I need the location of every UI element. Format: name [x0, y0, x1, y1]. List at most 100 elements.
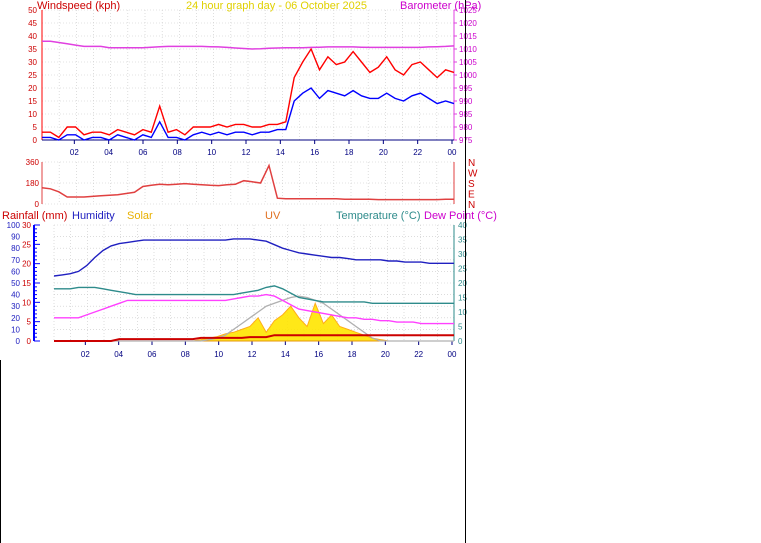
temperature-tick-label: 20	[458, 279, 467, 288]
legend-rainfall: Rainfall (mm)	[2, 210, 67, 222]
temperature-tick-label: 25	[458, 265, 467, 274]
humidity-tick-label: 10	[11, 325, 20, 334]
temperature-tick-label: 10	[458, 308, 467, 317]
pressure-tick-label: 1015	[459, 32, 477, 41]
wind-axis-label: Windspeed (kph)	[37, 0, 120, 12]
wind-tick-label: 20	[28, 84, 37, 93]
pressure-tick-label: 1010	[459, 45, 477, 54]
temperature-tick-label: 35	[458, 236, 467, 245]
compass-label: S	[468, 179, 475, 190]
x-tick-label: 22	[414, 350, 423, 359]
wind-tick-label: 45	[28, 19, 37, 28]
compass-label: N	[468, 158, 475, 169]
humidity-tick-label: 40	[11, 291, 20, 300]
humidity-axis: 0 10 20 30 40 50 60 70 80 90 100	[7, 221, 21, 346]
direction-line	[41, 163, 454, 201]
rain-tick-label: 5	[27, 318, 32, 327]
temperature-tick-label: 30	[458, 250, 467, 259]
pressure-tick-label: 1020	[459, 19, 477, 28]
wind-tick-label: 30	[28, 58, 37, 67]
pressure-line	[42, 40, 455, 50]
direction-left-axis: 0 180 360	[26, 158, 43, 209]
pressure-tick-label: 1000	[459, 71, 477, 80]
humidity-tick-label: 80	[11, 244, 20, 253]
dewpoint-line	[54, 293, 454, 325]
direction-grid	[41, 161, 455, 205]
gust-line	[42, 47, 455, 139]
pressure-axis-label: Barometer (hPa)	[400, 0, 481, 12]
x-tick-label: 00	[448, 148, 457, 157]
x-tick-label: 08	[181, 350, 190, 359]
x-tick-label: 04	[104, 148, 113, 157]
humidity-line	[53, 238, 454, 277]
compass-label: E	[468, 190, 475, 201]
direction-series	[41, 163, 454, 201]
x-tick-label: 12	[248, 350, 257, 359]
x-tick-label: 14	[276, 148, 285, 157]
wind-tick-label: 25	[28, 71, 37, 80]
temperature-x-axis: 02 04 06 08 10 12 14 16 18 20 22 00	[54, 340, 457, 359]
x-tick-label: 16	[314, 350, 323, 359]
x-tick-label: 18	[348, 350, 357, 359]
x-tick-label: 10	[207, 148, 216, 157]
compass-label: N	[468, 200, 475, 211]
legend-temperature: Temperature (°C)	[336, 210, 420, 222]
humidity-tick-label: 20	[11, 314, 20, 323]
rain-tick-label: 30	[22, 221, 31, 230]
humidity-tick-label: 90	[11, 233, 20, 242]
compass-label: W	[468, 169, 478, 180]
humidity-tick-label: 50	[11, 279, 20, 288]
wind-tick-label: 50	[28, 6, 37, 15]
legend-solar: Solar	[127, 210, 153, 222]
humidity-tick-label: 70	[11, 256, 20, 265]
x-tick-label: 12	[242, 148, 251, 157]
x-tick-label: 00	[448, 350, 457, 359]
humidity-tick-label: 30	[11, 302, 20, 311]
rain-tick-label: 15	[22, 279, 31, 288]
x-tick-label: 20	[381, 350, 390, 359]
temperature-tick-label: 40	[458, 221, 467, 230]
x-tick-label: 02	[81, 350, 90, 359]
x-tick-label: 02	[70, 148, 79, 157]
humidity-tick-label: 100	[7, 221, 21, 230]
pressure-tick-label: 1025	[459, 6, 477, 15]
wind-series	[42, 40, 455, 141]
rain-tick-label: 25	[22, 240, 31, 249]
temperature-tick-label: 5	[458, 323, 463, 332]
x-tick-label: 08	[173, 148, 182, 157]
x-tick-label: 22	[413, 148, 422, 157]
x-tick-label: 06	[148, 350, 157, 359]
temperature-axis: 0 5 10 15 20 25 30 35 40	[453, 221, 467, 346]
rain-line	[54, 334, 454, 342]
wind-grid	[41, 9, 455, 141]
legend-humidity: Humidity	[72, 210, 115, 222]
temperature-panel: 0 10 20 30 40 50 60 70 80 90 100 0 5 10 15 20 25 30 0 5 10…	[2, 210, 497, 359]
humidity-tick-label: 60	[11, 267, 20, 276]
direction-tick-label: 0	[35, 200, 40, 209]
graph-title: 24 hour graph day - 06 October 2025	[186, 0, 367, 12]
rain-axis: 0 5 10 15 20 25 30	[22, 221, 40, 346]
wind-left-axis: 0 5 10 15 20 25 30 35 40 45 50	[28, 6, 43, 145]
temperature-tick-label: 0	[458, 337, 463, 346]
temperature-line	[54, 285, 454, 304]
rain-tick-label: 20	[22, 260, 31, 269]
wind-tick-label: 35	[28, 45, 37, 54]
x-tick-label: 20	[379, 148, 388, 157]
legend-dewpoint: Dew Point (°C)	[424, 210, 497, 222]
wind-tick-label: 5	[33, 123, 38, 132]
x-tick-label: 18	[345, 148, 354, 157]
wind-tick-label: 15	[28, 97, 37, 106]
pressure-tick-label: 1005	[459, 58, 477, 67]
wind-tick-label: 40	[28, 32, 37, 41]
x-tick-label: 16	[310, 148, 319, 157]
rain-tick-label: 0	[27, 337, 32, 346]
x-tick-label: 06	[139, 148, 148, 157]
legend-uv: UV	[265, 210, 281, 222]
wind-tick-label: 10	[28, 110, 37, 119]
humidity-tick-label: 0	[16, 337, 21, 346]
wind-tick-label: 0	[33, 136, 38, 145]
uv-line	[54, 295, 454, 342]
